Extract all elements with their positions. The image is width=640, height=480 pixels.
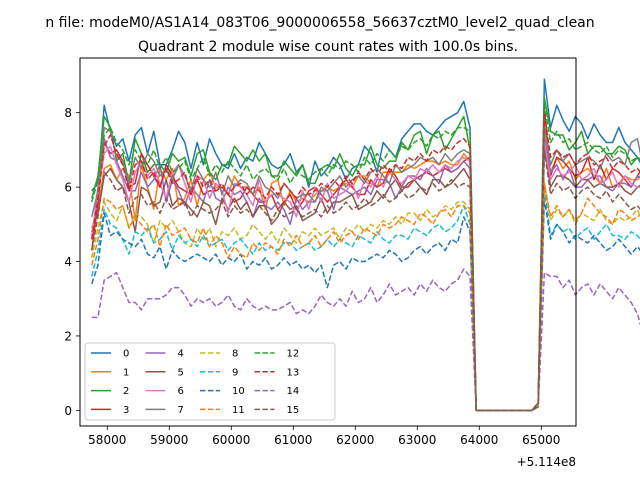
series-line-0 [91,78,640,412]
legend-label: 4 [178,349,184,360]
x-axis: 58000 59000 60000 61000 62000 63000 64000 65000 [88,426,560,447]
x-tick-label: 64000 [460,433,498,447]
x-tick-label: 58000 [88,433,126,447]
legend-label: 9 [232,367,238,378]
legend-label: 2 [123,386,129,397]
series-line-10 [91,197,640,412]
y-tick-label: 6 [64,181,72,195]
y-tick-label: 8 [64,106,72,120]
legend-label: 12 [287,349,300,360]
y-tick-label: 2 [64,329,72,343]
plot-frame [79,57,577,427]
series-line-2 [91,97,640,412]
series-line-6 [91,141,640,412]
legend-label: 11 [232,405,245,416]
series-line-7 [91,126,640,412]
series-line-9 [91,186,640,412]
x-tick-label: 59000 [150,433,188,447]
y-tick-label: 0 [64,404,72,418]
x-tick-label: 65000 [522,433,560,447]
chart-title: Quadrant 2 module wise count rates with … [138,39,518,55]
series-lines [91,78,640,412]
series-line-3 [91,108,640,412]
legend-label: 6 [178,386,184,397]
legend-label: 14 [287,386,300,397]
legend-label: 5 [178,367,184,378]
x-tick-label: 62000 [336,433,374,447]
figure-suptitle: n file: modeM0/AS1A14_083T06_9000006558_… [45,15,594,31]
series-line-11 [91,182,640,412]
legend-label: 0 [123,349,129,360]
legend-label: 3 [123,405,129,416]
series-line-4 [91,137,640,412]
series-line-15 [91,149,640,412]
legend-label: 7 [178,405,184,416]
series-line-14 [91,268,640,412]
x-offset-label: +5.114e8 [517,455,576,469]
legend-label: 8 [232,349,238,360]
x-tick-label: 63000 [398,433,436,447]
legend-label: 10 [232,386,245,397]
y-tick-label: 4 [64,255,72,269]
series-line-12 [91,104,640,412]
x-tick-label: 61000 [274,433,312,447]
y-axis: 0 2 4 6 8 [64,106,80,418]
legend-label: 15 [287,405,300,416]
legend-label: 13 [287,367,300,378]
series-line-13 [91,111,640,412]
legend-box [84,342,336,421]
x-tick-label: 60000 [212,433,250,447]
legend-label: 1 [123,367,129,378]
series-line-5 [91,145,640,412]
